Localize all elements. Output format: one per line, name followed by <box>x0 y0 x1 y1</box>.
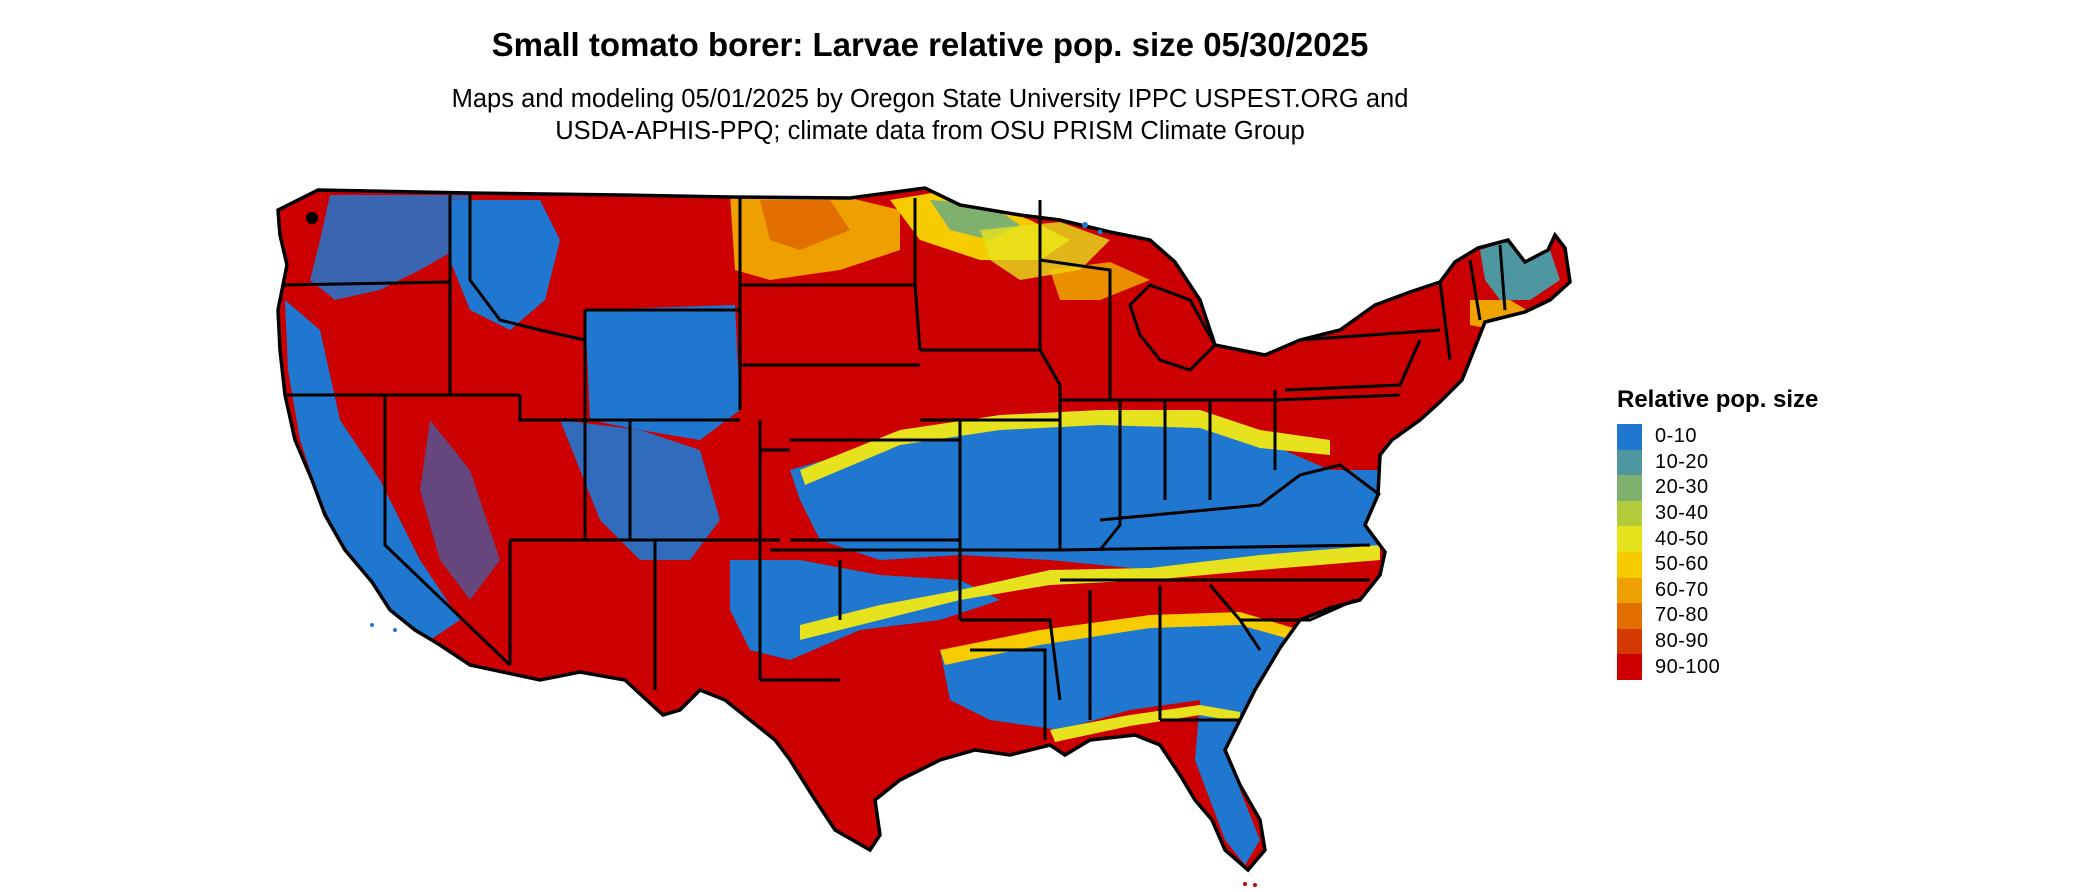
legend: Relative pop. size 0-10 10-20 20-30 30-40 40… <box>1617 386 1818 680</box>
legend-label: 90-100 <box>1655 655 1721 678</box>
us-outline <box>276 186 1572 873</box>
legend-item: 10-20 <box>1617 449 1818 476</box>
legend-swatch <box>1617 603 1642 629</box>
legend-label: 0-10 <box>1655 425 1698 448</box>
legend-item: 90-100 <box>1617 654 1818 680</box>
state-boundaries <box>282 195 1507 740</box>
legend-label: 80-90 <box>1655 630 1709 653</box>
subtitle-line-1: Maps and modeling 05/01/2025 by Oregon S… <box>451 85 1409 113</box>
map-data-layer <box>278 188 1570 870</box>
legend-label: 70-80 <box>1655 604 1709 627</box>
map-title: Small tomato borer: Larvae relative pop.… <box>491 26 1369 63</box>
legend-item: 60-70 <box>1617 577 1818 604</box>
legend-swatch <box>1617 551 1642 578</box>
legend-item: 40-50 <box>1617 526 1818 552</box>
legend-item: 80-90 <box>1617 628 1818 655</box>
coastal-details <box>306 212 1257 887</box>
legend-swatch <box>1617 654 1642 680</box>
legend-label: 60-70 <box>1655 578 1709 601</box>
legend-label: 30-40 <box>1655 502 1709 525</box>
legend-swatch <box>1617 424 1642 450</box>
legend-swatch <box>1617 500 1642 527</box>
legend-title: Relative pop. size <box>1617 386 1819 413</box>
subtitle-line-2: USDA-APHIS-PPQ; climate data from OSU PR… <box>555 117 1305 145</box>
legend-swatch <box>1617 628 1642 655</box>
legend-item: 0-10 <box>1617 424 1818 450</box>
legend-swatch <box>1617 475 1642 501</box>
legend-item: 20-30 <box>1617 475 1818 501</box>
legend-swatch <box>1617 526 1642 552</box>
legend-item: 70-80 <box>1617 603 1818 629</box>
legend-swatch <box>1617 449 1642 476</box>
legend-label: 40-50 <box>1655 527 1709 550</box>
legend-swatch <box>1617 577 1642 604</box>
legend-label: 20-30 <box>1655 476 1709 499</box>
legend-label: 10-20 <box>1655 450 1709 473</box>
legend-item: 30-40 <box>1617 500 1818 527</box>
map-subtitle: Maps and modeling 05/01/2025 by Oregon S… <box>0 83 1860 147</box>
legend-label: 50-60 <box>1655 553 1709 576</box>
legend-item: 50-60 <box>1617 551 1818 578</box>
